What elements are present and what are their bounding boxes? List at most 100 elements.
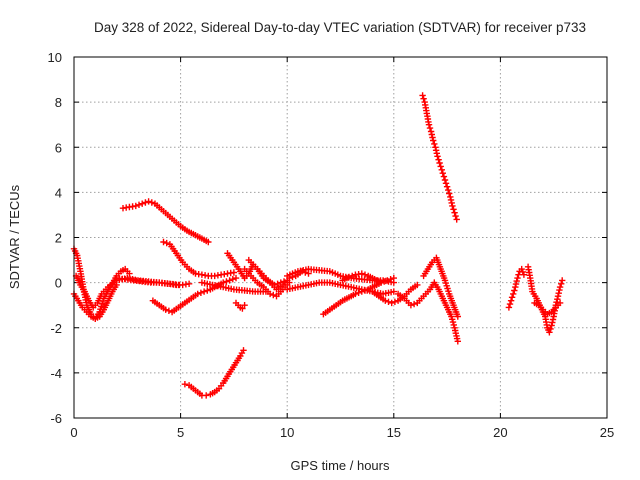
data-point — [270, 291, 277, 299]
data-point — [203, 392, 210, 399]
marks-layer — [70, 92, 566, 399]
data-point — [358, 288, 365, 295]
data-point — [438, 166, 445, 173]
data-point — [377, 279, 385, 286]
data-point — [266, 290, 274, 298]
data-point — [148, 199, 155, 206]
data-point — [390, 274, 397, 282]
data-point — [262, 288, 270, 295]
series-arc-20-21 — [505, 265, 528, 311]
chart-title: Day 328 of 2022, Sidereal Day-to-day VTE… — [94, 20, 586, 35]
x-tick-label: 0 — [70, 425, 77, 440]
x-axis-label: GPS time / hours — [291, 458, 390, 473]
data-point — [514, 274, 521, 282]
data-point — [274, 280, 281, 287]
data-point — [515, 271, 522, 278]
data-point — [506, 300, 514, 308]
data-point — [280, 278, 288, 285]
y-tick-label: 2 — [55, 231, 62, 246]
x-tick-label: 15 — [387, 425, 401, 440]
y-tick-label: 0 — [55, 276, 62, 291]
grid-layer — [74, 57, 607, 418]
series-arc-8-10-b — [245, 256, 291, 289]
data-point — [391, 298, 399, 305]
y-tick-label: -6 — [50, 411, 62, 426]
data-point — [388, 299, 395, 307]
data-point — [239, 305, 246, 312]
series-arc-2-5-flat — [113, 274, 193, 289]
x-tick-label: 5 — [177, 425, 184, 440]
data-point — [390, 288, 397, 295]
x-tick-label: 10 — [280, 425, 294, 440]
data-point — [439, 170, 446, 177]
data-point — [349, 272, 356, 280]
data-point — [440, 173, 448, 180]
data-point — [160, 238, 167, 246]
data-point — [241, 302, 248, 309]
data-point — [426, 124, 434, 132]
series-arc-4-7-mid — [160, 238, 238, 280]
y-tick-label: -4 — [50, 366, 62, 381]
data-point — [431, 140, 438, 148]
data-point — [382, 297, 389, 304]
data-point — [546, 329, 553, 336]
series-arc-16-18-spike — [419, 92, 460, 223]
data-point — [454, 313, 461, 320]
data-point — [419, 92, 426, 99]
data-point — [436, 159, 443, 167]
data-point — [407, 302, 415, 309]
data-point — [442, 180, 450, 187]
data-point — [441, 176, 449, 184]
data-point — [230, 269, 238, 276]
data-point — [449, 202, 456, 210]
data-point — [450, 206, 457, 213]
y-tick-label: 6 — [55, 140, 62, 155]
data-point — [361, 271, 369, 278]
series-arc-3-6-low — [149, 274, 240, 316]
data-point — [135, 201, 143, 208]
data-point — [162, 306, 169, 313]
data-point — [445, 186, 452, 194]
data-point — [558, 280, 565, 287]
data-point — [352, 290, 359, 298]
data-point — [435, 156, 442, 163]
data-point — [132, 202, 139, 210]
data-point — [520, 271, 528, 278]
data-point — [358, 270, 365, 277]
series-arc-21-23 — [524, 263, 566, 336]
data-point — [139, 200, 146, 207]
data-point — [451, 209, 458, 216]
data-point — [511, 287, 518, 294]
data-point — [205, 238, 212, 246]
data-point — [443, 183, 451, 190]
data-point — [505, 304, 513, 311]
data-point — [547, 325, 554, 333]
data-point — [430, 137, 437, 144]
series-arc-16-18-plunge — [394, 279, 461, 345]
data-point — [437, 163, 444, 170]
data-point — [452, 212, 459, 220]
data-point — [240, 347, 247, 354]
data-point — [361, 287, 369, 294]
data-point — [185, 280, 193, 287]
data-point — [556, 283, 564, 291]
data-point — [194, 290, 201, 298]
data-point — [145, 198, 152, 205]
series-arc-3-4-high — [119, 198, 212, 246]
data-point — [510, 290, 517, 298]
data-point — [113, 281, 120, 289]
data-point — [142, 199, 149, 206]
data-point — [277, 279, 284, 286]
data-point — [513, 277, 520, 285]
data-point — [556, 299, 564, 307]
series-arc-16-18-hump — [420, 254, 461, 320]
data-point — [200, 288, 208, 295]
data-point — [454, 338, 461, 345]
y-tick-label: 4 — [55, 185, 62, 200]
data-point — [450, 321, 457, 329]
plot-frame — [73, 56, 608, 419]
y-tick-label: 8 — [55, 95, 62, 110]
data-point — [229, 276, 236, 283]
data-point — [223, 278, 230, 285]
